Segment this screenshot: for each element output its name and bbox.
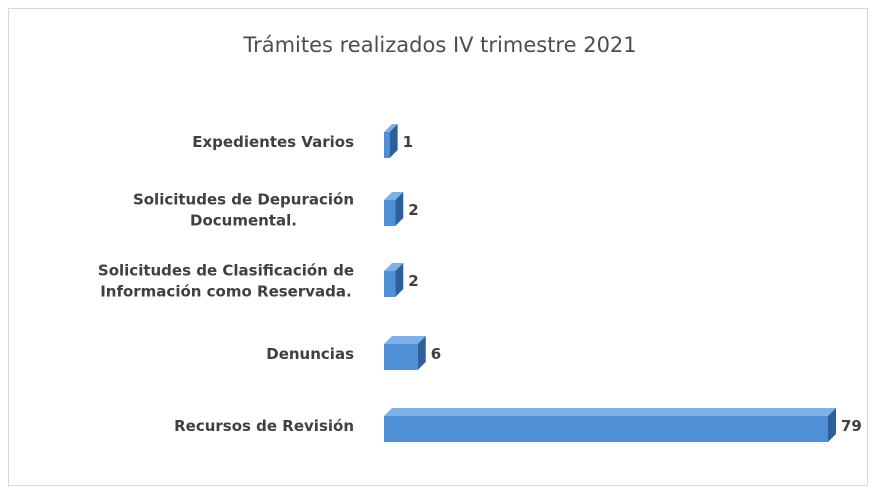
bar: [384, 416, 828, 442]
bar-side-face: [389, 124, 398, 158]
bar-top-face: [384, 336, 426, 344]
bar: [384, 344, 418, 370]
bar: [384, 132, 390, 158]
data-label: 6: [431, 345, 441, 363]
data-label: 2: [408, 272, 418, 290]
category-label-line: Denuncias: [266, 345, 354, 363]
category-label-line: Expedientes Varios: [192, 133, 354, 151]
category-label: Expedientes Varios: [192, 133, 354, 151]
chart-title: Trámites realizados IV trimestre 2021: [242, 33, 636, 57]
data-label: 1: [403, 133, 413, 151]
category-label-line: Información como Reservada.: [100, 283, 352, 301]
category-label: Solicitudes de Clasificación de Informaci…: [98, 262, 354, 301]
bar-side-face: [828, 408, 836, 442]
category-label: Denuncias: [266, 345, 354, 363]
bar-group: 2 Solicitudes de Depuración Documental.: [133, 191, 419, 230]
bar-side-face: [395, 192, 404, 226]
bars-layer: 1 Expedientes Varios 2 Solicitudes de Depur…: [98, 124, 862, 442]
chart-frame: [8, 8, 868, 486]
bar-top-face: [384, 263, 404, 271]
bar: [384, 200, 396, 226]
bar-top-face: [384, 192, 404, 200]
bar-group: 6 Denuncias: [266, 336, 441, 370]
bar-side-face: [417, 336, 426, 370]
category-label: Recursos de Revisión: [174, 417, 354, 435]
bar-side-face: [395, 263, 404, 297]
data-label: 2: [408, 201, 418, 219]
category-label-line: Solicitudes de Depuración: [133, 191, 354, 209]
category-label: Solicitudes de Depuración Documental.: [133, 191, 354, 230]
bar-group: 2 Solicitudes de Clasificación de Informac…: [98, 262, 419, 301]
category-label-line: Documental.: [190, 212, 297, 230]
category-label-line: Solicitudes de Clasificación de: [98, 262, 354, 280]
bar-group: 1 Expedientes Varios: [192, 124, 413, 158]
data-label: 79: [841, 417, 862, 435]
bar: [384, 271, 396, 297]
category-label-line: Recursos de Revisión: [174, 417, 354, 435]
bar-top-face: [384, 124, 398, 132]
bar-top-face: [384, 408, 836, 416]
bar-group: 79 Recursos de Revisión: [174, 408, 862, 442]
